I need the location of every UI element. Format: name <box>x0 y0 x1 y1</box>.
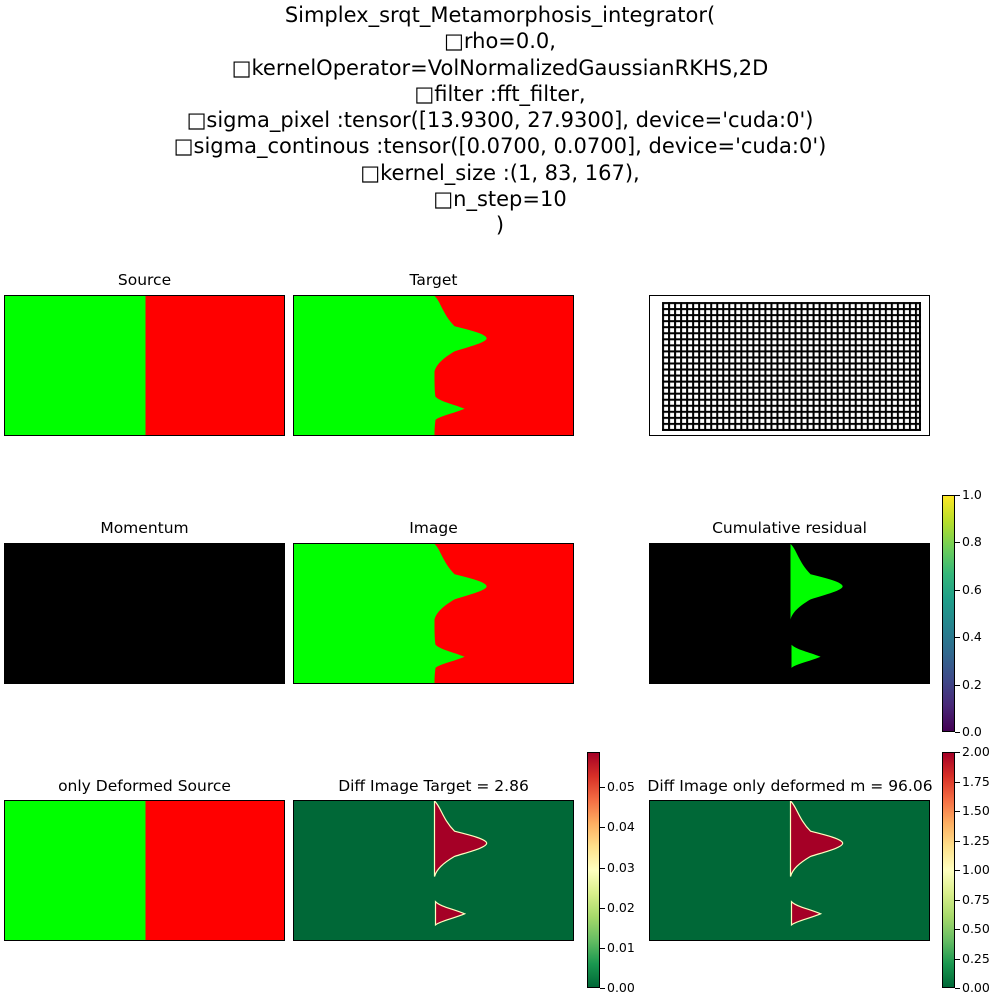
deformed-green-region <box>5 801 146 940</box>
colorbar-tick-label: 2.00 <box>962 744 990 759</box>
colorbar-tick <box>955 685 960 686</box>
colorbar-tick <box>955 752 960 753</box>
colorbar-tick-label: 0.01 <box>607 940 635 955</box>
colorbar-tick-label: 0.6 <box>962 582 982 597</box>
suptitle-line: □rho=0.0, <box>444 29 556 54</box>
diff-target-lower-lobe <box>434 900 467 927</box>
colorbar-tick <box>600 827 605 828</box>
panel-deformation-grid <box>649 295 930 436</box>
colorbar-tick <box>600 908 605 909</box>
colorbar-tick <box>600 988 605 989</box>
colorbar-tick <box>955 988 960 989</box>
suptitle-line: □n_step=10 <box>433 187 567 212</box>
panel-only-deformed-source <box>4 800 285 941</box>
momentum-field <box>5 544 284 683</box>
figure-suptitle: Simplex_srqt_Metamorphosis_integrator(□r… <box>0 2 1000 239</box>
panel-diff-target <box>293 800 574 941</box>
colorbar-tick <box>600 868 605 869</box>
colorbar-residual <box>942 495 955 732</box>
panel-source <box>4 295 285 436</box>
colorbar-tick-label: 0.03 <box>607 860 635 875</box>
panel-title-image: Image <box>409 519 458 537</box>
colorbar-tick-label: 1.0 <box>962 487 982 502</box>
colorbar-tick <box>955 811 960 812</box>
colorbar-tick <box>600 787 605 788</box>
colorbar-tick-label: 0.8 <box>962 534 982 549</box>
panel-title-residual: Cumulative residual <box>712 519 867 537</box>
colorbar-tick <box>955 929 960 930</box>
colorbar-tick <box>955 959 960 960</box>
suptitle-line: ) <box>495 213 505 238</box>
colorbar-tick-label: 0.0 <box>962 724 982 739</box>
panel-momentum <box>4 543 285 684</box>
colorbar-tick <box>600 948 605 949</box>
colorbar-tick-label: 1.75 <box>962 774 990 789</box>
panel-target <box>293 295 574 436</box>
source-red-region <box>145 296 284 435</box>
panel-cumulative-residual <box>649 543 930 684</box>
residual-upper-lobe <box>790 544 843 620</box>
colorbar-tick-label: 0.04 <box>607 819 635 834</box>
colorbar-tick <box>955 590 960 591</box>
panel-title-diff-target: Diff Image Target = 2.86 <box>338 777 529 795</box>
colorbar-tick-label: 0.75 <box>962 892 990 907</box>
panel-title-momentum: Momentum <box>100 519 189 537</box>
colorbar-tick-label: 1.00 <box>962 862 990 877</box>
colorbar-tick-label: 1.25 <box>962 833 990 848</box>
colorbar-diff-target <box>587 752 600 988</box>
colorbar-tick <box>955 870 960 871</box>
colorbar-diff-deformed <box>942 752 955 988</box>
colorbar-tick-label: 0.05 <box>607 779 635 794</box>
colorbar-tick <box>955 782 960 783</box>
deformation-grid-lines <box>662 302 921 431</box>
diff-target-upper-lobe <box>433 801 488 877</box>
suptitle-line: □kernelOperator=VolNormalizedGaussianRKH… <box>231 55 769 80</box>
deformed-red-region <box>145 801 284 940</box>
colorbar-tick-label: 0.00 <box>962 980 990 995</box>
colorbar-tick <box>955 841 960 842</box>
colorbar-tick-label: 1.50 <box>962 803 990 818</box>
colorbar-tick-label: 0.50 <box>962 921 990 936</box>
target-red-region <box>434 296 573 435</box>
colorbar-tick <box>955 542 960 543</box>
image-red-region <box>434 544 573 683</box>
colorbar-tick <box>955 495 960 496</box>
source-green-region <box>5 296 146 435</box>
diff-deformed-upper-lobe <box>789 801 844 877</box>
residual-lower-lobe <box>791 644 821 668</box>
suptitle-line: □filter :fft_filter, <box>414 81 586 106</box>
suptitle-line: □sigma_pixel :tensor([13.9300, 27.9300],… <box>186 108 814 133</box>
colorbar-tick <box>955 637 960 638</box>
colorbar-tick-label: 0.25 <box>962 951 990 966</box>
panel-image <box>293 543 574 684</box>
panel-title-only-deformed: only Deformed Source <box>58 777 231 795</box>
suptitle-line: □sigma_continous :tensor([0.0700, 0.0700… <box>173 134 827 159</box>
panel-title-diff-deformed: Diff Image only deformed m = 96.06 <box>647 777 933 795</box>
diff-deformed-lower-lobe <box>790 900 823 927</box>
colorbar-tick-label: 0.02 <box>607 900 635 915</box>
suptitle-line: □kernel_size :(1, 83, 167), <box>360 160 640 185</box>
colorbar-tick-label: 0.4 <box>962 629 982 644</box>
colorbar-tick <box>955 900 960 901</box>
panel-diff-only-deformed <box>649 800 930 941</box>
panel-title-target: Target <box>409 271 458 289</box>
suptitle-line: Simplex_srqt_Metamorphosis_integrator( <box>284 3 716 27</box>
colorbar-tick <box>955 732 960 733</box>
panel-title-source: Source <box>117 271 172 289</box>
colorbar-tick-label: 0.2 <box>962 677 982 692</box>
colorbar-tick-label: 0.00 <box>607 980 635 995</box>
